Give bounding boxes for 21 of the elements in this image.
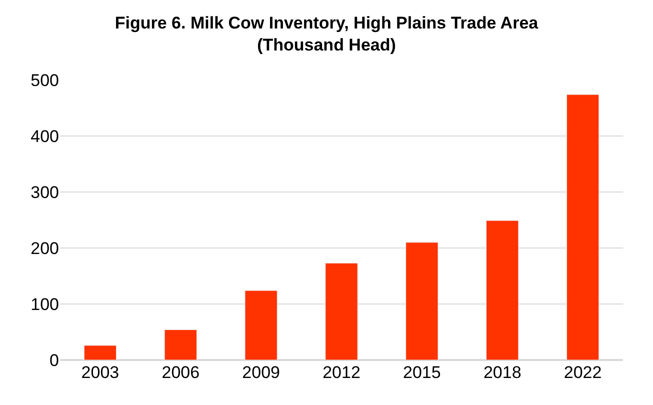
x-tick-label: 2006 [162,363,200,382]
y-tick-label: 400 [30,126,59,146]
bar [486,220,519,360]
bar [406,242,438,360]
x-tick-label: 2009 [242,363,280,382]
x-tick-label: 2003 [81,363,120,382]
y-tick-label: 200 [30,238,59,258]
x-tick-label: 2018 [483,363,522,382]
y-tick-label: 500 [30,70,59,90]
bar [566,94,600,360]
x-tick-label: 2022 [564,363,602,382]
y-tick-label: 0 [50,350,59,370]
x-tick-label: 2012 [322,363,360,382]
y-tick-label: 300 [30,182,59,202]
y-tick-label: 100 [30,294,59,314]
x-tick-label: 2015 [403,363,441,382]
chart-title: Figure 6. Milk Cow Inventory, High Plains Trade Area (Thousand Head) [114,13,539,54]
bar [244,290,278,360]
bar [325,262,358,360]
bar [164,330,197,360]
bar [84,345,117,360]
